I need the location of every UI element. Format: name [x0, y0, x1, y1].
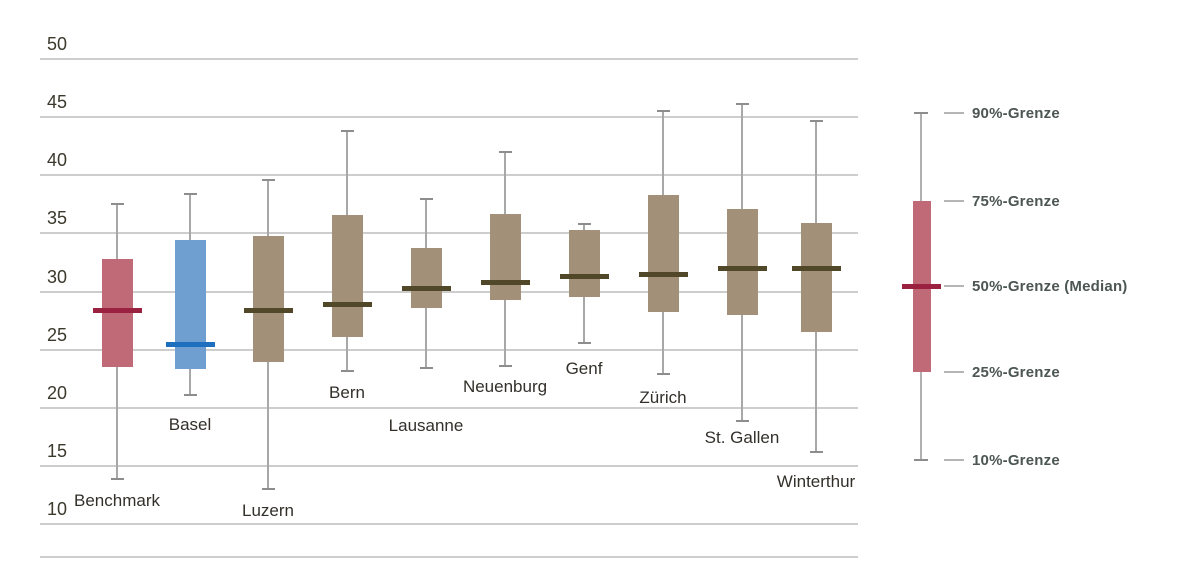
category-label-Bern: Bern [329, 383, 365, 402]
median-line [791, 265, 841, 271]
legend-connector-line [944, 112, 964, 114]
category-label-Basel: Basel [168, 415, 212, 434]
box-Genf [568, 229, 600, 298]
whisker-cap-top [110, 203, 124, 206]
y-axis-tick-label: 15 [47, 440, 68, 461]
legend-label-p25: 25%-Grenze [972, 364, 1060, 381]
y-axis-tick-label: 10 [47, 499, 68, 519]
y-axis-tick-label: 40 [47, 150, 68, 171]
median-line [717, 265, 767, 271]
legend-connector-line [944, 285, 964, 287]
box-Winterthur [800, 222, 832, 333]
median-line [638, 271, 688, 277]
whisker-cap-bottom [340, 369, 354, 372]
y-gridline [40, 232, 858, 235]
whisker-cap-bottom [183, 393, 197, 396]
median-line [243, 307, 293, 313]
category-label-Lausanne: Lausanne [388, 416, 464, 435]
y-axis-tick-label: 50 [47, 34, 68, 54]
box-Neuenburg [489, 213, 521, 300]
y-gridline [40, 290, 858, 293]
legend-label-median: 50%-Grenze (Median) [972, 278, 1128, 295]
category-label-Benchmark: Benchmark [74, 491, 160, 510]
whisker-cap-top [656, 110, 670, 113]
whisker-cap-bottom [498, 364, 512, 367]
median-line [401, 285, 451, 291]
whisker-cap-bottom [110, 477, 124, 480]
legend-label-p10: 10%-Grenze [972, 452, 1060, 469]
legend-connector-line [944, 371, 964, 373]
legend-connector-line [944, 459, 964, 461]
whisker-cap-top [340, 130, 354, 133]
y-gridline [40, 116, 858, 119]
category-label-St. Gallen: St. Gallen [704, 428, 780, 447]
box-Bern [331, 214, 363, 337]
category-label-Luzern: Luzern [242, 501, 294, 520]
legend-whisker-cap-bottom [914, 459, 928, 461]
median-line [480, 279, 530, 285]
median-line [165, 342, 215, 348]
y-gridline [40, 406, 858, 409]
whisker-cap-top [498, 151, 512, 153]
legend-label-p90: 90%-Grenze [972, 105, 1060, 122]
box-St. Gallen [726, 208, 758, 315]
bottom-border [40, 556, 858, 558]
median-line [322, 301, 372, 307]
legend-connector-line [944, 200, 964, 202]
y-gridline [40, 174, 858, 177]
box-Lausanne [410, 248, 442, 308]
y-axis-tick-label: 25 [47, 324, 68, 345]
whisker-cap-top [183, 192, 197, 195]
whisker-cap-bottom [261, 488, 275, 491]
whisker-cap-top [577, 223, 591, 226]
whisker-cap-top [735, 103, 749, 106]
whisker-cap-bottom [735, 419, 749, 422]
box-Basel [174, 240, 206, 370]
whisker-cap-bottom [656, 373, 670, 376]
median-line [559, 273, 609, 279]
legend-whisker-cap-top [914, 112, 928, 114]
box-Benchmark [101, 258, 133, 368]
y-gridline [40, 464, 858, 467]
y-gridline [40, 58, 858, 60]
legend-median-line [902, 283, 941, 289]
box-Zürich [647, 195, 679, 313]
category-label-Neuenburg: Neuenburg [462, 377, 548, 396]
whisker-cap-top [419, 197, 433, 200]
whisker-cap-bottom [809, 450, 823, 453]
category-label-Zürich: Zürich [639, 388, 687, 407]
whisker-cap-bottom [419, 367, 433, 370]
y-axis-tick-label: 20 [47, 382, 68, 403]
y-axis-tick-label: 45 [47, 92, 68, 113]
y-axis-tick-label: 35 [47, 208, 68, 229]
y-gridline [40, 523, 858, 525]
legend-label-p75: 75%-Grenze [972, 193, 1060, 210]
box-Luzern [252, 235, 284, 363]
y-gridline [40, 348, 858, 351]
y-axis-tick-label: 30 [47, 266, 68, 287]
median-line [92, 307, 142, 313]
category-label-Winterthur: Winterthur [776, 472, 856, 491]
whisker-cap-bottom [577, 341, 591, 344]
whisker-cap-top [809, 119, 823, 122]
category-label-Genf: Genf [565, 359, 603, 378]
whisker-cap-top [261, 178, 275, 181]
